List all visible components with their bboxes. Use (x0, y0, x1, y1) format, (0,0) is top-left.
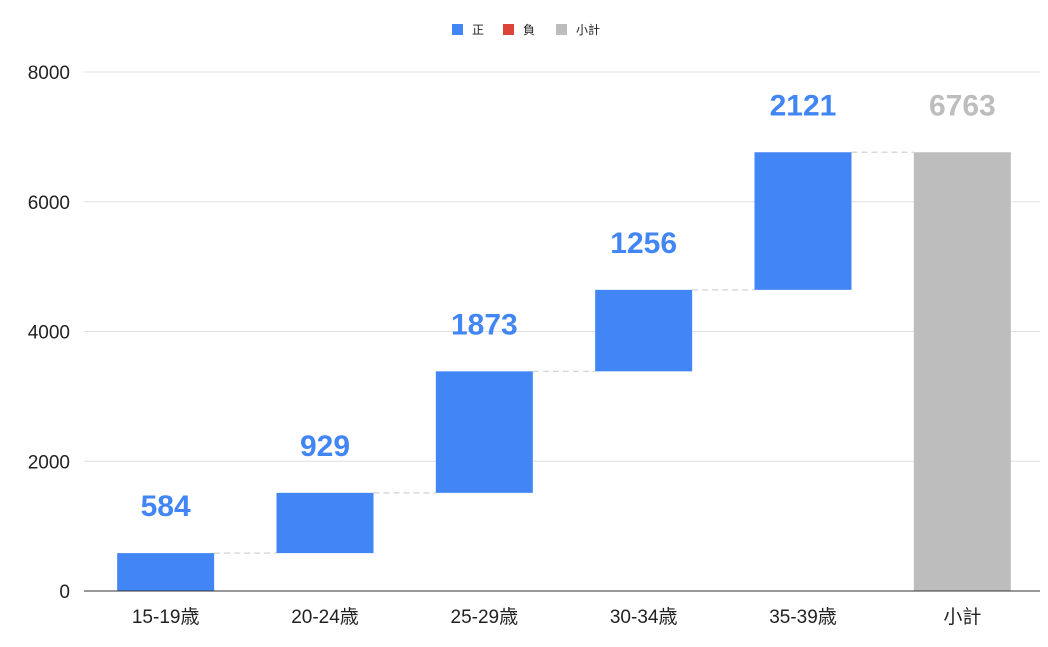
waterfall-bar (435, 371, 533, 493)
waterfall-bar (595, 289, 693, 372)
data-label: 1873 (451, 308, 518, 341)
legend: 正 負 小計 (452, 22, 600, 37)
legend-swatch (556, 24, 567, 35)
subtotal-bar (913, 152, 1011, 592)
x-tick-label: 20-24歳 (291, 606, 359, 628)
waterfall-bar (754, 152, 852, 290)
x-tick-labels: 15-19歳 20-24歳 25-29歳 30-34歳 35-39歳 小計 (132, 606, 981, 628)
y-tick-labels: 0 2000 4000 6000 8000 (28, 63, 70, 603)
x-tick-label: 30-34歳 (610, 606, 678, 628)
x-tick-label: 小計 (943, 606, 981, 628)
data-label: 584 (141, 490, 191, 523)
x-tick-label: 25-29歳 (451, 606, 519, 628)
data-label: 6763 (929, 89, 996, 122)
legend-swatch (452, 24, 463, 35)
y-tick-label: 2000 (28, 452, 70, 473)
legend-label: 正 (472, 23, 484, 37)
data-labels: 584 929 1873 1256 2121 6763 (141, 89, 996, 523)
waterfall-bar (276, 492, 374, 554)
y-tick-label: 8000 (28, 63, 70, 84)
x-tick-label: 35-39歳 (769, 606, 837, 628)
y-tick-label: 0 (59, 582, 70, 603)
y-tick-label: 6000 (28, 193, 70, 214)
legend-label: 負 (523, 23, 535, 37)
data-label: 1256 (610, 227, 677, 260)
y-tick-label: 4000 (28, 323, 70, 344)
waterfall-bar (117, 553, 215, 591)
data-label: 929 (300, 430, 350, 463)
x-tick-label: 15-19歳 (132, 606, 200, 628)
legend-swatch (503, 24, 514, 35)
bars (117, 152, 1011, 592)
connector-lines (214, 151, 914, 554)
data-label: 2121 (770, 89, 837, 122)
legend-label: 小計 (576, 22, 600, 37)
gridlines (84, 71, 1040, 462)
